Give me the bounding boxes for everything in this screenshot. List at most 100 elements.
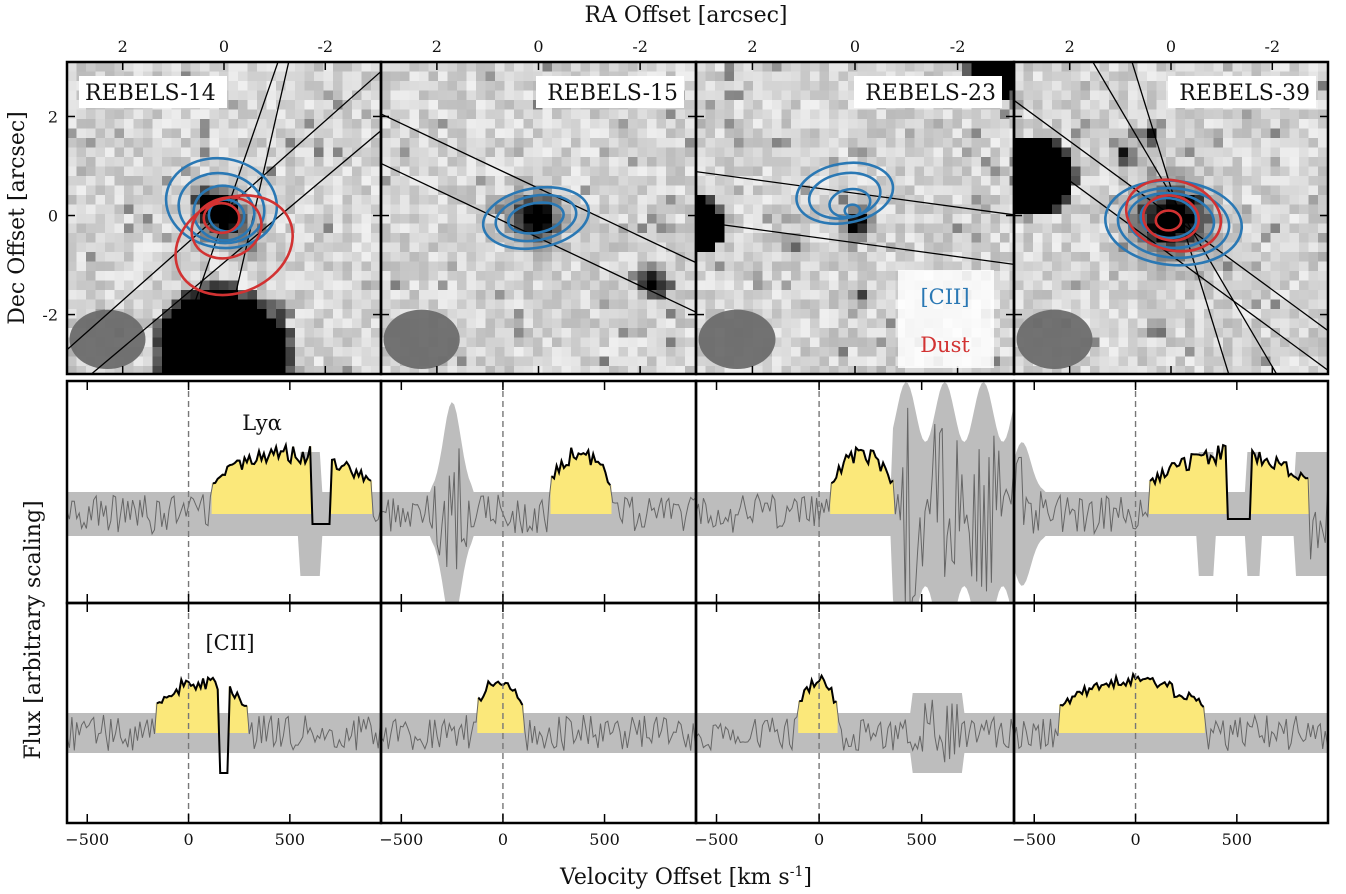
slit-line [1092, 62, 1278, 374]
spectrum-line [381, 447, 696, 570]
cii-contour [164, 156, 279, 250]
spectrum-line [696, 674, 1014, 763]
bottom-xlabel-end: ] [803, 865, 812, 890]
emission-line [1149, 443, 1309, 520]
emission-fill [155, 677, 249, 733]
x-tick-label: −500 [1012, 830, 1056, 849]
cii-label: [CII] [205, 631, 254, 655]
x-tick-label: -2 [1264, 37, 1280, 56]
source-label-bg [854, 76, 1002, 108]
slit-line [169, 62, 279, 374]
x-tick-label: 0 [1130, 830, 1140, 849]
emission-fill [830, 447, 895, 514]
x-tick-label: -2 [317, 37, 333, 56]
noise-band [381, 713, 696, 753]
emission-fill [550, 447, 612, 514]
slit-line [696, 170, 1014, 216]
emission-line [1059, 671, 1205, 708]
bottom-ylabel: Flux [arbitrary scaling] [21, 500, 46, 759]
lya-spectrum-panel [1014, 381, 1328, 603]
cii-contour [1116, 186, 1231, 260]
cii-contour [481, 186, 591, 250]
cii-contour [177, 171, 266, 245]
x-tick-label: 0 [183, 830, 193, 849]
source-label-bg [79, 76, 227, 108]
top-ylabel: Dec Offset [arcsec] [5, 111, 30, 325]
slit-line [67, 70, 381, 351]
x-tick-label: 500 [906, 830, 937, 849]
legend-box [898, 270, 994, 368]
beam-ellipse [1016, 309, 1093, 370]
axes: 2 0 -2 2 0 -2 2 0 -2 2 0 -2 2 0 -2 −500 0 500 −500 0 500 −500… [42, 37, 1330, 849]
source-label: REBELS-23 [865, 81, 996, 106]
x-tick-label: 2 [747, 37, 757, 56]
cii-spectrum-panel [1014, 603, 1328, 823]
beam-ellipse [69, 309, 146, 370]
x-tick-label: 0 [850, 37, 860, 56]
cii-contour [507, 201, 565, 235]
cii-contour [1139, 196, 1198, 240]
source-label-bg [536, 76, 684, 108]
source-label: REBELS-15 [547, 81, 678, 106]
y-tick-label: -2 [42, 306, 58, 325]
dust-contour [174, 194, 294, 297]
dust-contour [1124, 178, 1223, 253]
bottom-xlabel-sup: -1 [790, 864, 804, 880]
cutout-panel [67, 62, 381, 374]
x-tick-label: -2 [632, 37, 648, 56]
y-tick-label: 0 [48, 207, 58, 226]
source-label: REBELS-39 [1179, 81, 1310, 106]
cii-contour [494, 193, 578, 243]
slit-line [90, 129, 381, 374]
emission-fill [1148, 445, 1310, 514]
lya-spectrum-panel [67, 381, 381, 603]
cii-contour [192, 184, 256, 242]
slit-line [1014, 139, 1328, 372]
noise-band [381, 402, 696, 603]
y-tick-label: 2 [48, 107, 58, 126]
dust-contour [190, 196, 263, 260]
cii-spectrum-panel [67, 603, 381, 823]
emission-fill [477, 681, 524, 733]
bottom-xlabel: Velocity Offset [km s-1] [559, 864, 812, 890]
x-tick-label: −500 [379, 830, 423, 849]
lya-spectra-panels [67, 381, 1328, 603]
noise-band [67, 713, 381, 753]
x-tick-label: 0 [533, 37, 543, 56]
cii-contour [207, 198, 246, 233]
dust-contour [1154, 209, 1183, 232]
lya-spectrum-panel [696, 381, 1014, 603]
lya-spectrum-panel [381, 381, 696, 603]
emission-line [830, 445, 894, 485]
emission-line [212, 441, 372, 525]
x-tick-label: −500 [695, 830, 739, 849]
x-tick-label: 2 [118, 37, 128, 56]
spectrum-line [381, 680, 696, 751]
cii-spectrum-panel [696, 603, 1014, 823]
emission-line [156, 675, 247, 774]
cutout-panels: REBELS-14 REBELS-15 REBELS-23 REBELS-39 [67, 62, 1328, 374]
x-tick-label: -2 [950, 37, 966, 56]
cii-spectrum-panel [381, 603, 696, 823]
cii-contour [795, 161, 895, 225]
lya-label: Lyα [242, 411, 282, 435]
top-xlabel: RA Offset [arcsec] [584, 3, 787, 28]
bottom-xlabel-main: Velocity Offset [km s [559, 865, 790, 890]
x-tick-label: 500 [1222, 830, 1253, 849]
cii-spectra-panels [67, 603, 1328, 823]
emission-line [799, 673, 837, 705]
slit-line [381, 162, 696, 313]
x-tick-label: −500 [65, 830, 109, 849]
x-tick-label: 500 [275, 830, 306, 849]
legend-dust: Dust [920, 333, 970, 357]
x-tick-label: 0 [498, 830, 508, 849]
x-tick-label: 0 [219, 37, 229, 56]
source-label: REBELS-14 [85, 81, 216, 106]
x-tick-label: 2 [1065, 37, 1075, 56]
x-tick-label: 500 [589, 830, 620, 849]
cutout-panel [381, 62, 696, 374]
emission-fill [1059, 674, 1205, 733]
emission-line [477, 679, 524, 706]
emission-line [551, 447, 611, 486]
